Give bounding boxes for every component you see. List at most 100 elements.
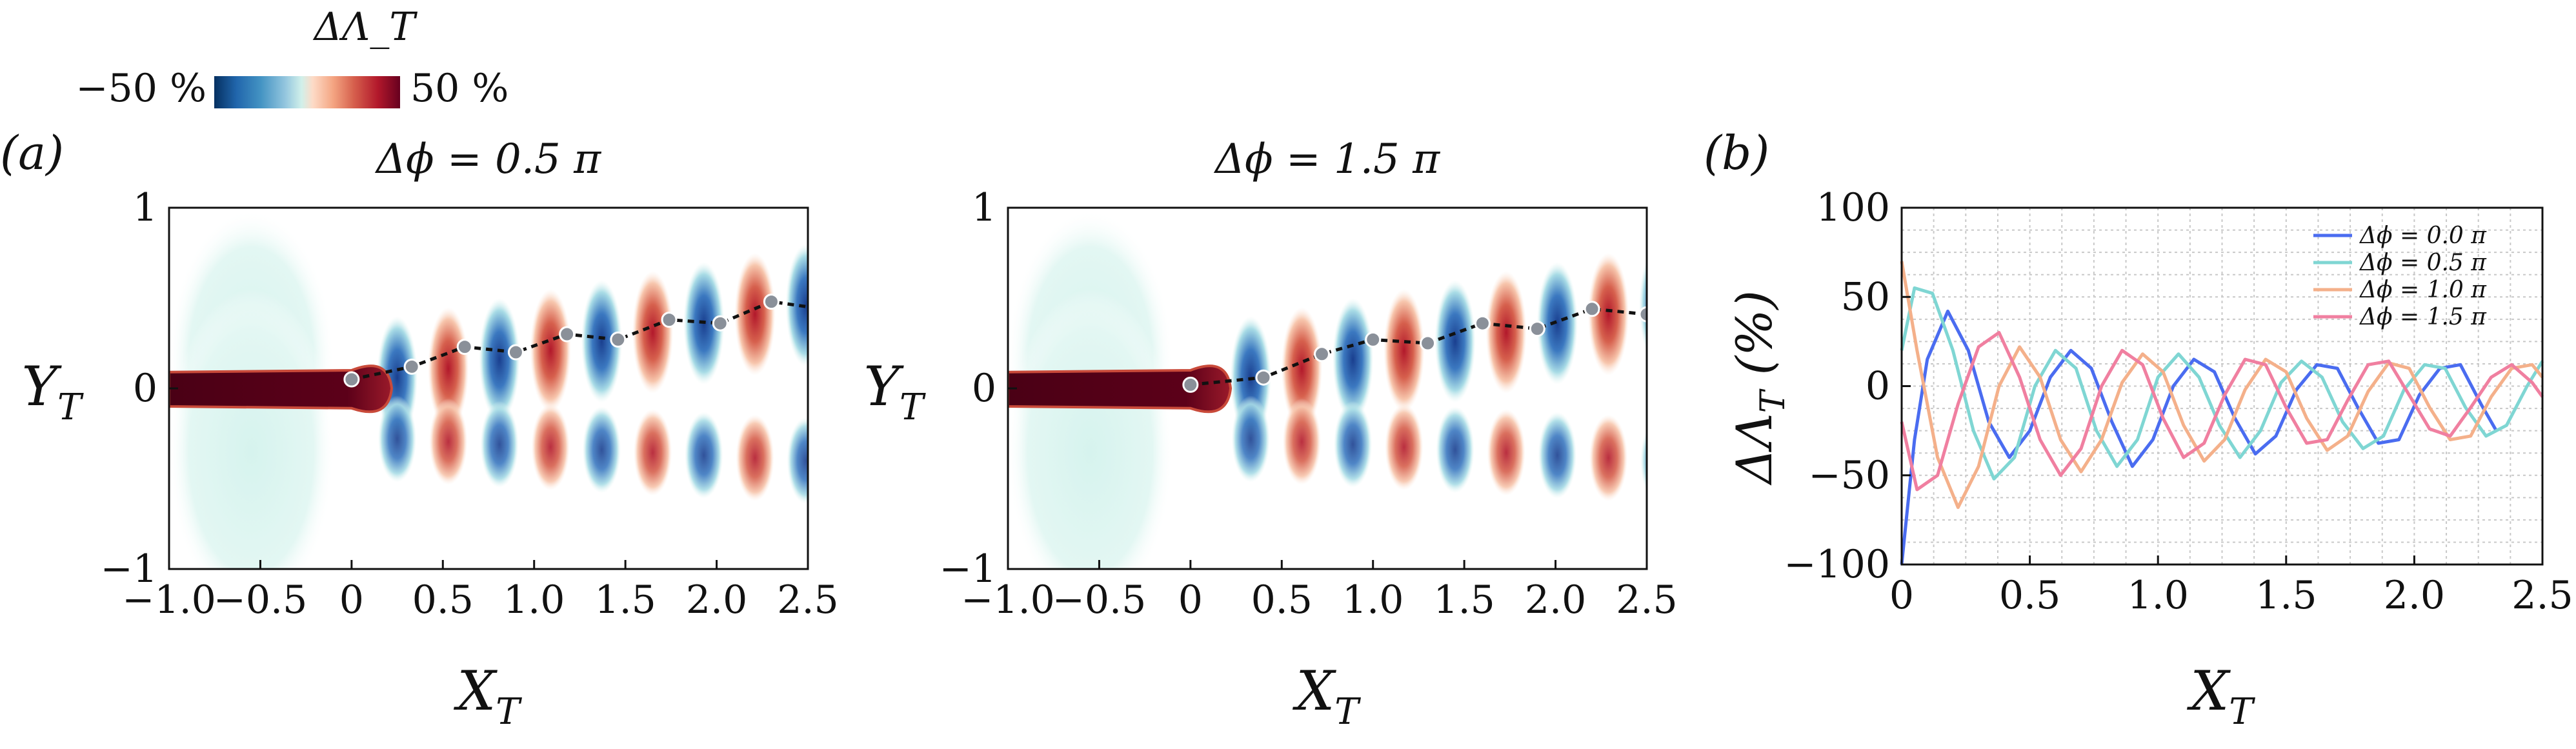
- wake-blob-blue: [1332, 298, 1374, 421]
- wake-blob-blue: [1434, 280, 1476, 403]
- x-tick-label: 2.0: [686, 577, 747, 623]
- wake-blob-blue: [1639, 257, 1647, 354]
- wake-blob-red: [736, 414, 774, 501]
- x-tick-label: 2.5: [2511, 573, 2573, 618]
- y-tick-label: 1: [972, 185, 996, 230]
- wake-blob-red: [1282, 398, 1322, 485]
- wake-blob-blue: [1536, 262, 1578, 385]
- wake-blob-red: [1384, 289, 1425, 412]
- wake-blob-red: [429, 398, 468, 485]
- centerline-marker: [403, 358, 420, 375]
- wake-blob-red: [1385, 403, 1424, 491]
- centerline-marker: [1365, 331, 1382, 348]
- panel-a-left-ylabel: YT: [22, 355, 84, 428]
- centerline-marker: [507, 344, 524, 361]
- wake-blob-red: [633, 409, 672, 496]
- panel-a-left-field: [169, 208, 808, 569]
- x-tick-label: −1.0: [122, 577, 216, 623]
- y-tick-label: 1: [133, 185, 157, 230]
- x-tick-label: 0.5: [1999, 573, 2060, 618]
- panel-b-legend: Δϕ = 0.0 πΔϕ = 0.5 πΔϕ = 1.0 πΔϕ = 1.5 π: [2313, 223, 2487, 330]
- x-tick-label: 1.5: [2255, 573, 2317, 618]
- y-tick-label: −1: [940, 546, 996, 592]
- wake-blob-blue: [1436, 406, 1474, 494]
- colorbar: ΔΛ_T −50 % 50 %: [75, 5, 508, 111]
- jet-core: [169, 365, 394, 414]
- panel-b-label: (b): [1704, 126, 1769, 180]
- x-tick-label: −1.0: [961, 577, 1055, 623]
- y-tick-label: 100: [1816, 185, 1890, 230]
- y-tick-label: −50: [1808, 453, 1890, 498]
- colorbar-gradient: [214, 76, 400, 108]
- legend-label-0: Δϕ = 0.0 π: [2359, 223, 2487, 249]
- wake-blob-red: [1589, 414, 1628, 501]
- wake-blob-blue: [785, 244, 808, 367]
- panel-a-right-ticks: −1.0−0.5 0 0.5 1.0 1.5 2.0 2.5 1 0 −1: [940, 185, 1678, 623]
- wake-blob-red: [1485, 271, 1527, 394]
- centerline-marker: [1474, 315, 1491, 332]
- series-line-1: [1900, 286, 2544, 481]
- panel-b-ticks: 0 0.5 1.0 1.5 2.0 2.5 100 50 0 −50 −100: [1784, 185, 2573, 618]
- x-tick-label: 2.0: [2384, 573, 2445, 618]
- panel-b-xlabel: XT: [2186, 659, 2255, 733]
- centerline-marker: [1182, 376, 1199, 393]
- wake-blob-blue: [787, 417, 808, 504]
- panel-b-series: [1900, 261, 2544, 565]
- centerline-marker: [456, 339, 473, 355]
- wake-blob-red: [428, 307, 469, 430]
- centerline-marker: [610, 331, 627, 348]
- wake-blob-red: [531, 403, 570, 491]
- x-tick-label: 0.5: [412, 577, 474, 623]
- x-tick-label: 0.5: [1251, 577, 1313, 623]
- centerline-marker: [559, 326, 576, 343]
- wake-blob-blue: [479, 298, 520, 421]
- colorbar-title: ΔΛ_T: [313, 5, 418, 50]
- x-tick-label: 2.0: [1525, 577, 1586, 623]
- wake-blob-blue: [1231, 395, 1270, 483]
- series-line-3: [1900, 331, 2544, 492]
- panel-a-left-xlabel: XT: [453, 659, 522, 733]
- x-tick-label: 0: [339, 577, 364, 623]
- legend-label-3: Δϕ = 1.5 π: [2359, 304, 2487, 330]
- x-tick-label: −0.5: [1052, 577, 1147, 623]
- centerline-marker: [712, 315, 729, 332]
- wake-blob-blue: [1640, 428, 1647, 494]
- centerline-marker: [1314, 346, 1331, 363]
- upstream-wash: [1008, 289, 1173, 569]
- wake-blob-blue: [685, 412, 723, 499]
- y-tick-label: 0: [133, 366, 157, 411]
- x-tick-label: 1.0: [2127, 573, 2188, 618]
- centerline-marker: [343, 371, 360, 388]
- x-tick-label: −0.5: [214, 577, 308, 623]
- panel-a-left-ticks: −1.0−0.5 0 0.5 1.0 1.5 2.0 2.5 1 0 −1: [101, 185, 839, 623]
- x-tick-label: 0: [1178, 577, 1203, 623]
- wake-blob-red: [1587, 253, 1629, 376]
- x-tick-label: 1.5: [1433, 577, 1494, 623]
- x-tick-label: 1.5: [594, 577, 656, 623]
- panel-b-ylabel: ΔΛT (%): [1726, 290, 1793, 486]
- panel-a-right: Δϕ = 1.5 π −1.0−0.5 0 0.5 1.0 1.5 2.0 2.510−1 …: [864, 135, 1678, 733]
- legend-label-2: Δϕ = 1.0 π: [2359, 277, 2487, 303]
- series-line-0: [1900, 309, 2498, 565]
- wake-blob-red: [530, 289, 571, 412]
- y-tick-label: 0: [1866, 364, 1890, 409]
- colorbar-max-label: 50 %: [410, 66, 508, 111]
- wake-blob-blue: [581, 280, 623, 403]
- panel-a-right-title: Δϕ = 1.5 π: [1213, 135, 1440, 183]
- y-tick-label: 50: [1841, 274, 1890, 319]
- colorbar-min-label: −50 %: [75, 66, 206, 111]
- panel-a-right-field: [1008, 208, 1647, 569]
- y-tick-label: 0: [972, 366, 996, 411]
- x-tick-label: 1.0: [1342, 577, 1404, 623]
- y-tick-label: −100: [1784, 542, 1890, 587]
- x-tick-label: 0: [1889, 573, 1914, 618]
- panel-b-chart: 0 0.5 1.0 1.5 2.0 2.5 100 50 0 −50 −100 Δϕ = 0.0 π…: [1726, 185, 2573, 733]
- panel-a-right-xlabel: XT: [1292, 659, 1361, 733]
- series-line-2: [1900, 261, 2544, 509]
- x-tick-label: 1.0: [503, 577, 565, 623]
- wake-blob-blue: [377, 395, 417, 483]
- jet-core: [1008, 365, 1233, 414]
- panel-a-right-ylabel: YT: [864, 355, 926, 428]
- centerline-marker: [1529, 321, 1545, 337]
